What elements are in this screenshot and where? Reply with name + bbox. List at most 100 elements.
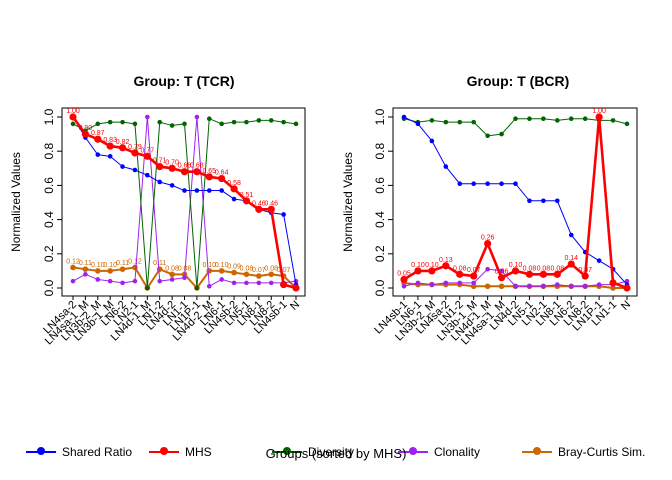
legend-label: Shared Ratio [62, 445, 133, 459]
data-label: 0.68 [178, 163, 192, 170]
data-label: 0.10 [509, 262, 523, 269]
data-point [244, 280, 249, 286]
data-point [268, 280, 274, 286]
y-tick-label: 0.4 [373, 211, 387, 228]
data-point [443, 164, 449, 169]
data-label: 0.70 [165, 159, 179, 166]
series-line [403, 116, 628, 285]
data-point [107, 278, 113, 284]
y-tick-label: 0.2 [42, 245, 56, 262]
y-tick-label: 0.6 [373, 177, 387, 194]
data-point [218, 268, 225, 274]
data-label: 0.79 [128, 144, 142, 151]
data-point [484, 239, 492, 248]
data-point [595, 113, 603, 121]
data-point [415, 280, 421, 286]
data-point [497, 274, 506, 282]
x-tick-label: N [288, 299, 302, 313]
data-point [255, 205, 263, 213]
data-label: 0.64 [215, 170, 229, 177]
data-point [281, 212, 286, 217]
data-label: 0.08 [178, 265, 192, 272]
data-point [143, 152, 151, 160]
data-point [428, 267, 436, 275]
data-point [120, 119, 125, 125]
data-label: 0.09 [227, 264, 241, 271]
data-label: 0.10 [215, 262, 229, 269]
data-point [471, 181, 476, 186]
data-point [267, 205, 275, 213]
data-point [157, 179, 163, 185]
data-label: 0.11 [79, 260, 92, 267]
series-mhs: 1.000.900.870.830.820.790.770.710.700.68… [66, 108, 300, 292]
data-point [206, 188, 212, 193]
chart-panel-1: Group: T (TCR) Normalized Values 0.0 0.2 0.4… [9, 73, 306, 347]
data-point [169, 183, 175, 188]
data-label: 0.08 [240, 265, 254, 272]
data-point [194, 285, 200, 291]
data-label: 0.26 [481, 235, 495, 242]
data-point [156, 266, 163, 272]
data-label: 0.07 [578, 267, 592, 274]
data-point [471, 280, 476, 286]
data-point [107, 119, 113, 125]
data-label: 0.11 [116, 260, 129, 267]
data-point [119, 266, 126, 272]
data-point [443, 119, 449, 125]
data-point [182, 121, 187, 127]
x-tick-label: N [619, 299, 633, 313]
data-point [555, 282, 560, 287]
data-label: 0.07 [277, 267, 291, 274]
data-label: 0.51 [240, 192, 254, 199]
data-point [106, 142, 114, 150]
data-point [457, 280, 463, 286]
data-label: 0.10 [425, 262, 439, 269]
data-point [511, 267, 520, 275]
data-point [268, 118, 274, 123]
data-point [470, 283, 477, 290]
data-label: 0.10 [202, 262, 216, 269]
data-label: 0.83 [103, 137, 117, 144]
data-point [293, 121, 299, 127]
data-point [169, 277, 175, 282]
data-point [156, 162, 164, 171]
data-point [231, 280, 237, 286]
data-label: 0.12 [128, 258, 142, 265]
data-point [485, 266, 490, 272]
data-point [120, 164, 125, 169]
data-point [568, 232, 574, 238]
data-point [169, 271, 175, 278]
legend: Shared Ratio MHS Diversity Clonality Bra… [0, 440, 672, 464]
data-point [194, 188, 200, 193]
plot-frame [61, 107, 306, 297]
data-point [70, 278, 76, 284]
data-label: 0.08 [537, 265, 551, 272]
data-point [219, 277, 224, 282]
legend-label: Clonality [434, 445, 481, 459]
data-point [609, 279, 617, 287]
data-label: 0.13 [439, 257, 453, 264]
data-label: 0.46 [264, 200, 278, 207]
data-point [513, 116, 518, 122]
data-point [120, 280, 125, 286]
data-point [280, 280, 288, 289]
legend-label: Bray-Curtis Sim. [558, 445, 646, 459]
y-tick-label: 0.8 [373, 143, 387, 160]
data-label: 0.08 [264, 265, 278, 272]
y-tick-label: 0.2 [373, 245, 387, 262]
legend-swatch [272, 447, 302, 455]
y-tick-label: 0.0 [373, 279, 387, 296]
data-point [401, 283, 407, 289]
data-point [457, 119, 463, 125]
data-point [70, 121, 76, 127]
data-point [118, 144, 127, 152]
data-point [596, 258, 602, 263]
data-point [568, 283, 574, 289]
data-point [193, 168, 201, 176]
y-tick-label: 1.0 [42, 108, 56, 125]
data-point [541, 116, 546, 122]
series-clonality [70, 114, 299, 289]
y-tick-label: 0.8 [42, 143, 56, 160]
data-point [182, 188, 187, 193]
data-point [95, 277, 101, 282]
